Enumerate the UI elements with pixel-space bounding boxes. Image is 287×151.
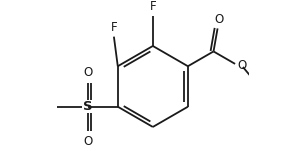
Text: O: O: [237, 59, 247, 72]
Text: O: O: [84, 66, 93, 79]
Text: O: O: [84, 135, 93, 148]
Text: O: O: [214, 13, 224, 26]
Text: F: F: [150, 0, 156, 13]
Text: S: S: [84, 100, 93, 113]
Text: F: F: [110, 21, 117, 34]
